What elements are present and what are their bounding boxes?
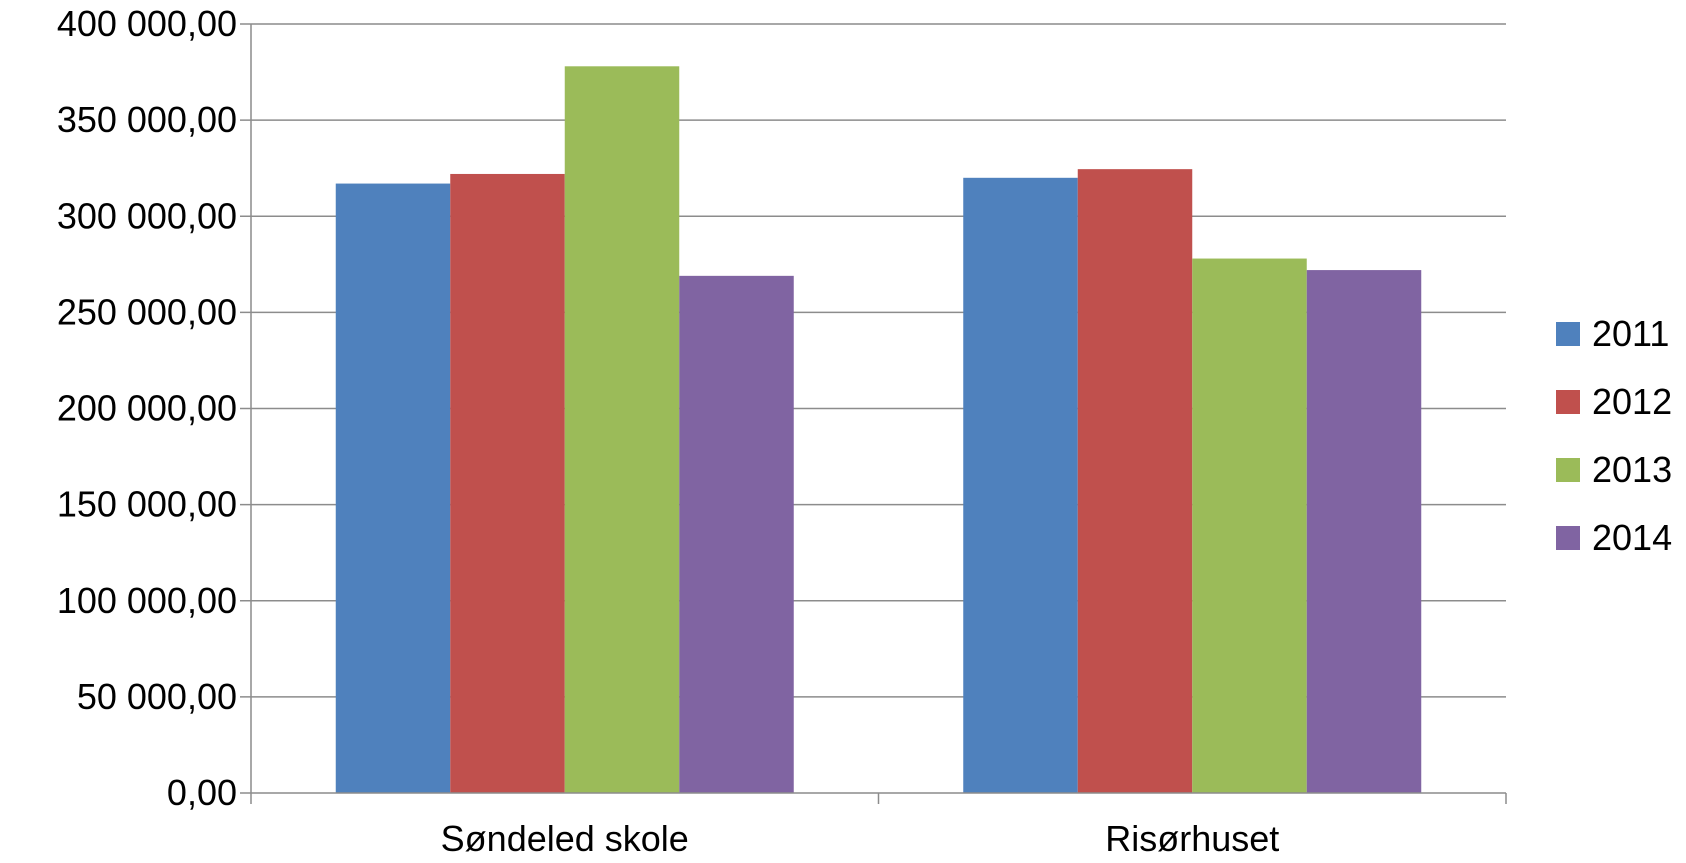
legend-label: 2013 — [1592, 449, 1672, 490]
bar-2011-0 — [335, 183, 451, 793]
y-tick-label: 250 000,00 — [57, 291, 237, 332]
bar-2013-1 — [1192, 258, 1307, 793]
bar-2012-0 — [450, 173, 565, 793]
x-axis-categories: Søndeled skole Risørhuset — [441, 818, 1280, 859]
y-tick-label: 150 000,00 — [57, 484, 237, 525]
legend-label: 2011 — [1592, 313, 1669, 354]
legend-label: 2014 — [1592, 517, 1672, 558]
y-tick-label: 100 000,00 — [57, 580, 237, 621]
x-category-label: Søndeled skole — [441, 818, 689, 859]
bar-2013-0 — [564, 66, 680, 794]
axes — [250, 24, 1507, 804]
legend-swatch-2013 — [1556, 458, 1580, 482]
bars — [335, 66, 1422, 794]
legend-swatch-2011 — [1556, 322, 1580, 346]
y-tick-label: 0,00 — [167, 772, 237, 813]
legend-swatch-2014 — [1556, 526, 1580, 550]
y-tick-label: 350 000,00 — [57, 99, 237, 140]
bar-2014-0 — [679, 275, 794, 793]
legend-swatch-2012 — [1556, 390, 1580, 414]
y-tick-label: 400 000,00 — [57, 3, 237, 44]
bar-2011-1 — [963, 177, 1078, 794]
x-category-label: Risørhuset — [1105, 818, 1279, 859]
legend-label: 2012 — [1592, 381, 1672, 422]
y-axis-ticks: 0,00 50 000,00 100 000,00 150 000,00 200 000… — [57, 3, 251, 813]
bar-2012-1 — [1077, 169, 1193, 793]
y-tick-label: 50 000,00 — [77, 676, 237, 717]
bar-2014-1 — [1306, 270, 1422, 794]
legend: 2011 2012 2013 2014 — [1556, 313, 1672, 558]
y-tick-label: 300 000,00 — [57, 195, 237, 236]
y-tick-label: 200 000,00 — [57, 388, 237, 429]
